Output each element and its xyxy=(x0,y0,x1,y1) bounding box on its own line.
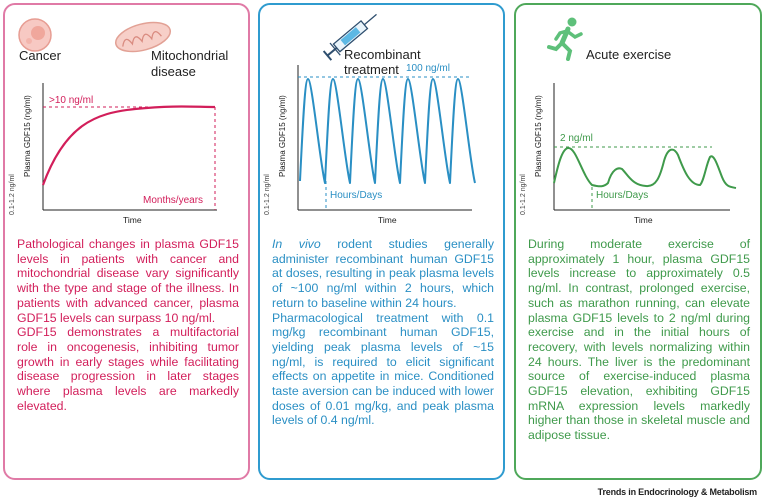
y-axis-label: Plasma GDF15 (ng/ml) xyxy=(278,95,287,177)
timescale-label: Hours/Days xyxy=(330,190,383,201)
y-min-label: 0.1-1.2 ng/ml xyxy=(264,174,271,215)
y-min-label: 0.1-1.2 ng/ml xyxy=(9,174,16,215)
exercise-description: During moderate exercise of approximatel… xyxy=(528,237,750,443)
x-axis-label: Time xyxy=(634,215,653,225)
journal-footer: Trends in Endocrinology & Metabolism xyxy=(597,487,758,497)
exercise-chart xyxy=(547,17,737,211)
y-axis-label: Plasma GDF15 (ng/ml) xyxy=(534,95,543,177)
cancer-description: Pathological changes in plasma GDF15 lev… xyxy=(17,237,239,413)
tumor-cell-icon xyxy=(18,18,52,52)
timescale-label: Hours/Days xyxy=(596,190,649,201)
x-axis-label: Time xyxy=(123,215,142,225)
runner-icon xyxy=(547,17,583,61)
cancer-paragraph-2: GDF15 demonstrates a multifactorial role… xyxy=(17,325,239,413)
peak-label: >10 ng/ml xyxy=(49,95,94,106)
exercise-panel: Acute exercise Plasma GDF15 (ng/ml) 0.1-… xyxy=(514,3,762,480)
mitochondrial-disease-label: Mitochondrial disease xyxy=(151,48,229,79)
cancer-panel: Cancer Mitochondrial disease Plasma GDF1… xyxy=(3,3,250,480)
peak-label: 2 ng/ml xyxy=(560,133,593,144)
y-axis-label: Plasma GDF15 (ng/ml) xyxy=(23,95,32,177)
peak-label: 100 ng/ml xyxy=(406,63,450,74)
exercise-paragraph-1: During moderate exercise of approximatel… xyxy=(528,237,750,443)
recombinant-paragraph-2: Pharmacological treatment with 0.1 mg/kg… xyxy=(272,310,494,428)
recombinant-curve xyxy=(299,78,476,184)
y-min-label: 0.1-1.2 ng/ml xyxy=(520,174,527,215)
cancer-curve xyxy=(41,105,216,186)
syringe-icon xyxy=(322,13,377,61)
exercise-label: Acute exercise xyxy=(586,47,672,62)
in-vivo-italic: In vivo xyxy=(272,237,321,251)
exercise-curve xyxy=(553,147,737,189)
x-axis-label: Time xyxy=(378,215,397,225)
timescale-label: Months/years xyxy=(143,195,204,206)
cancer-chart xyxy=(18,18,217,211)
mitochondria-icon xyxy=(114,21,172,53)
recombinant-description: In vivo rodent studies generally adminis… xyxy=(272,237,494,428)
recombinant-panel: Recombinant treatment Plasma GDF15 (ng/m… xyxy=(258,3,505,480)
recombinant-paragraph-1: In vivo rodent studies generally adminis… xyxy=(272,237,495,310)
cancer-label: Cancer xyxy=(19,48,61,63)
recombinant-label: Recombinant treatment xyxy=(344,47,421,77)
cancer-paragraph-1: Pathological changes in plasma GDF15 lev… xyxy=(17,237,239,325)
recombinant-chart xyxy=(297,13,476,211)
